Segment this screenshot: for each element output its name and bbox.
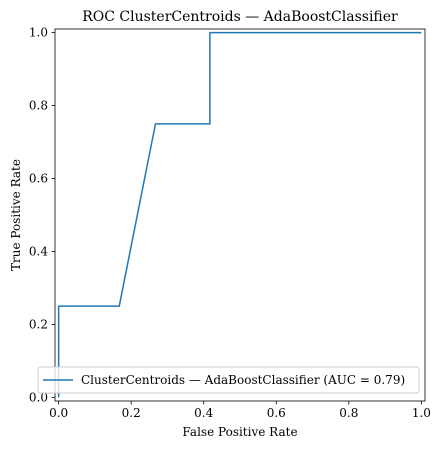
chart-title: ROC ClusterCentroids — AdaBoostClassifie… xyxy=(82,9,398,25)
y-tick-label: 0.4 xyxy=(29,244,48,258)
y-axis-label: True Positive Rate xyxy=(9,159,23,271)
roc-curve-line-0 xyxy=(57,31,422,398)
y-tick-label: 0.6 xyxy=(29,172,48,186)
x-tick-label: 0.0 xyxy=(49,406,68,420)
plot-frame xyxy=(54,28,426,402)
y-tick-label: 0.8 xyxy=(29,99,48,113)
x-tick-label: 0.6 xyxy=(267,406,286,420)
x-tick-label: 1.0 xyxy=(412,406,431,420)
y-tick-label: 0.0 xyxy=(29,390,48,404)
legend: ClusterCentroids — AdaBoostClassifier (A… xyxy=(37,366,420,394)
x-axis-label: False Positive Rate xyxy=(182,425,297,439)
x-tick-label: 0.2 xyxy=(122,406,141,420)
x-tick-label: 0.8 xyxy=(339,406,358,420)
y-tick-label: 0.2 xyxy=(29,317,48,331)
x-tick-label: 0.4 xyxy=(194,406,213,420)
legend-box xyxy=(37,366,420,394)
y-tick-label: 1.0 xyxy=(29,26,48,40)
legend-entry: ClusterCentroids — AdaBoostClassifier (A… xyxy=(81,373,405,387)
